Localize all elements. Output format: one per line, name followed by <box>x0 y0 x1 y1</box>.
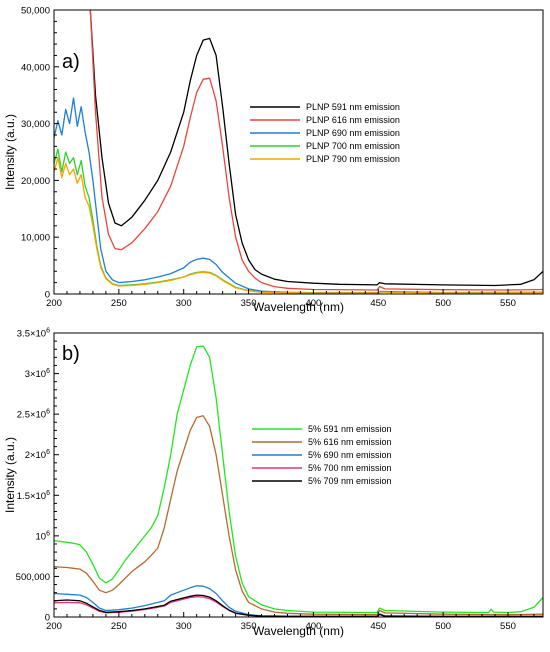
x-tick-label: 400 <box>305 298 321 309</box>
legend-label: PLNP 616 nm emission <box>306 115 400 125</box>
legend: 5% 591 nm emission 5% 616 nm emission 5% 6… <box>252 424 392 486</box>
series-group <box>54 10 543 294</box>
x-tick-label: 200 <box>46 298 62 309</box>
panel-label: b) <box>62 343 80 365</box>
y-tick-label: 2×106 <box>25 449 50 461</box>
legend-label: 5% 616 nm emission <box>308 437 392 447</box>
x-tick-label: 300 <box>176 298 192 309</box>
legend-label: 5% 591 nm emission <box>308 424 392 434</box>
y-tick-label: 1.5×106 <box>17 490 50 502</box>
panel-a: 200 250 300 350 400 450 500 550 0 10,000 20,000 30,… <box>3 6 544 314</box>
x-tick-label: 500 <box>435 621 451 632</box>
legend-label: PLNP 690 nm emission <box>306 128 400 138</box>
x-tick-label: 350 <box>241 621 257 632</box>
y-axis-title: Intensity (a.u.) <box>3 114 17 190</box>
legend-label: 5% 690 nm emission <box>308 450 392 460</box>
x-tick-label: 500 <box>435 298 451 309</box>
y-tick-label: 10,000 <box>21 233 50 244</box>
y-tick-label: 3×106 <box>25 368 50 380</box>
y-tick-label: 30,000 <box>21 119 50 130</box>
series-line-5 <box>54 594 543 617</box>
x-tick-label: 550 <box>500 298 516 309</box>
y-tick-label: 0 <box>45 613 50 624</box>
x-tick-label: 250 <box>111 298 127 309</box>
x-tick-label: 400 <box>305 621 321 632</box>
x-tick-label: 450 <box>370 298 386 309</box>
legend-label: PLNP 700 nm emission <box>306 141 400 151</box>
y-axis-title: Intensity (a.u.) <box>3 437 17 513</box>
legend-label: PLNP 591 nm emission <box>306 102 400 112</box>
x-tick-label: 350 <box>241 298 257 309</box>
x-tick-label: 250 <box>111 621 127 632</box>
plot-frame <box>53 332 544 618</box>
y-tick-label: 40,000 <box>21 62 50 73</box>
y-tick-label: 20,000 <box>21 176 50 187</box>
x-tick-label: 550 <box>500 621 516 632</box>
series-line-2 <box>54 415 543 616</box>
x-tick-label: 300 <box>176 621 192 632</box>
panel-b: 200 250 300 350 400 450 500 550 0 500,000 106 1.5×1… <box>3 328 544 638</box>
y-tick-label: 500,000 <box>16 572 50 583</box>
series-group <box>54 345 543 617</box>
y-tick-label: 2.5×106 <box>17 409 50 421</box>
series-line-1 <box>54 345 543 614</box>
panel-label: a) <box>62 51 80 73</box>
y-tick-label: 50,000 <box>21 6 50 17</box>
legend: PLNP 591 nm emission PLNP 616 nm emission… <box>250 102 400 164</box>
series-line-5 <box>54 157 543 294</box>
legend-label: 5% 700 nm emission <box>308 463 392 473</box>
legend-label: PLNP 790 nm emission <box>306 154 400 164</box>
series-line-2 <box>89 10 543 291</box>
x-tick-label: 200 <box>46 621 62 632</box>
x-tick-label: 450 <box>370 621 386 632</box>
y-tick-label: 3.5×106 <box>17 328 50 340</box>
x-axis-title: Wavelength (nm) <box>253 624 344 638</box>
y-tick-label: 106 <box>36 530 51 542</box>
y-tick-label: 0 <box>45 290 50 301</box>
series-line-3 <box>54 97 543 294</box>
legend-label: 5% 709 nm emission <box>308 476 392 486</box>
series-line-1 <box>89 10 543 287</box>
plot-frame <box>53 9 544 295</box>
x-axis-title: Wavelength (nm) <box>253 300 344 314</box>
